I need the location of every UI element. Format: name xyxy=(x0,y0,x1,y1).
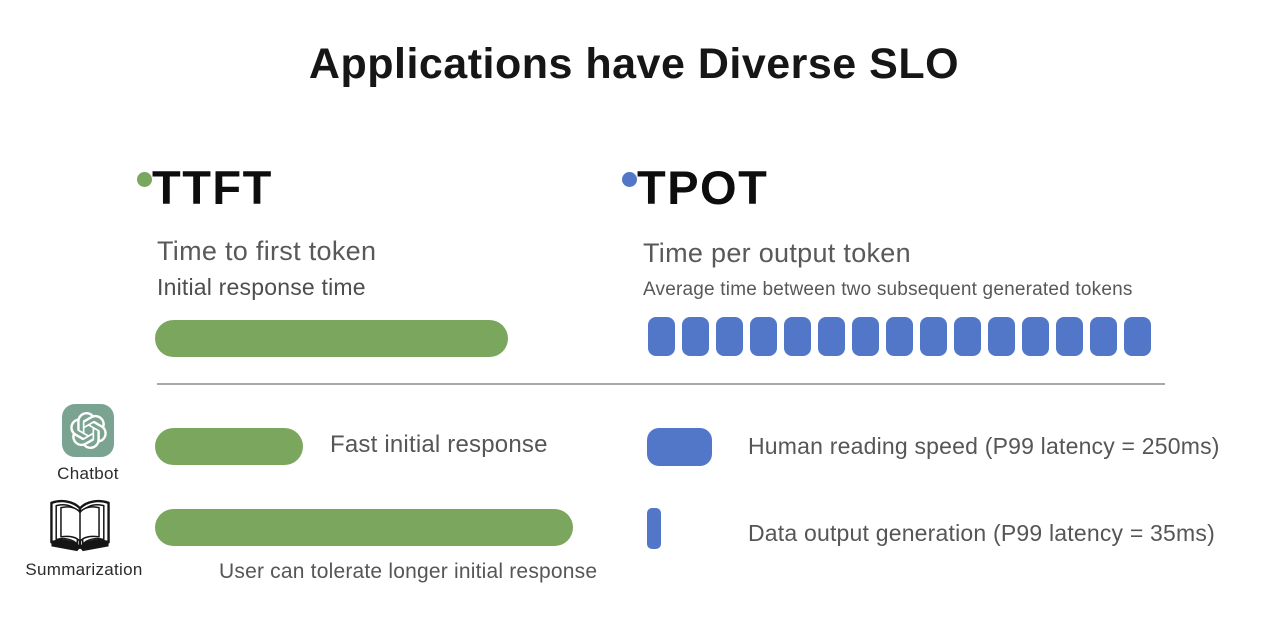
chatbot-tpot-block xyxy=(647,428,712,466)
section-divider xyxy=(157,383,1165,385)
chatbot-ttft-bar xyxy=(155,428,303,465)
tpot-description: Average time between two subsequent gene… xyxy=(643,279,1133,300)
tpot-full-name: Time per output token xyxy=(643,238,911,268)
token-block xyxy=(954,317,981,356)
token-block xyxy=(682,317,709,356)
token-block xyxy=(818,317,845,356)
chatgpt-logo-icon xyxy=(69,412,107,449)
ttft-bullet-dot-icon xyxy=(137,172,152,187)
token-block xyxy=(784,317,811,356)
tpot-heading: TPOT xyxy=(637,161,769,214)
chatbot-label: Chatbot xyxy=(57,464,119,483)
tpot-token-row xyxy=(648,317,1151,356)
ttft-description: Initial response time xyxy=(157,274,366,300)
tpot-bullet-dot-icon xyxy=(622,172,637,187)
chatbot-app-badge xyxy=(62,404,114,457)
open-book-icon xyxy=(50,499,110,552)
token-block xyxy=(648,317,675,356)
summarization-app-badge xyxy=(46,497,114,555)
summarization-ttft-bar xyxy=(155,509,573,546)
token-block xyxy=(988,317,1015,356)
summarization-label: Summarization xyxy=(25,560,143,579)
summarization-tpot-note: Data output generation (P99 latency = 35… xyxy=(748,520,1215,546)
summarization-ttft-note: User can tolerate longer initial respons… xyxy=(219,560,598,583)
token-block xyxy=(886,317,913,356)
summarization-tpot-block xyxy=(647,508,661,549)
chatbot-ttft-note: Fast initial response xyxy=(330,431,548,458)
slide-title: Applications have Diverse SLO xyxy=(308,40,960,88)
token-block xyxy=(750,317,777,356)
token-block xyxy=(1022,317,1049,356)
ttft-full-name: Time to first token xyxy=(157,236,377,266)
ttft-response-bar xyxy=(155,320,508,357)
token-block xyxy=(1056,317,1083,356)
token-block xyxy=(1090,317,1117,356)
token-block xyxy=(852,317,879,356)
ttft-heading: TTFT xyxy=(152,161,273,214)
token-block xyxy=(920,317,947,356)
chatbot-tpot-note: Human reading speed (P99 latency = 250ms… xyxy=(748,433,1220,459)
token-block xyxy=(1124,317,1151,356)
token-block xyxy=(716,317,743,356)
